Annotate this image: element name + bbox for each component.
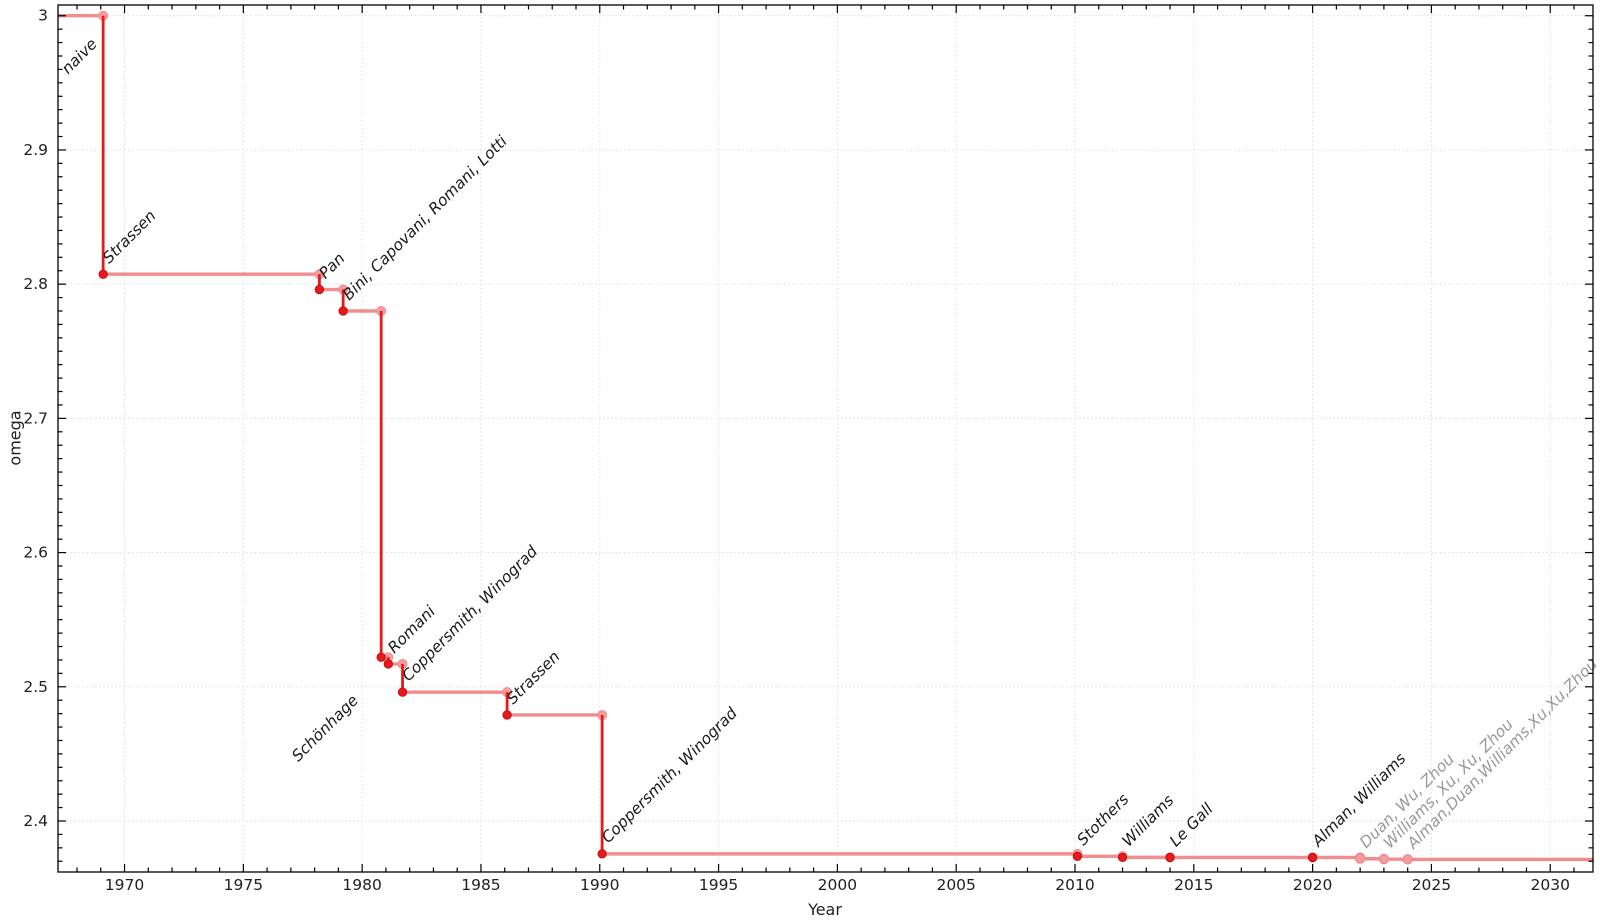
x-tick-label: 2020: [1293, 876, 1332, 894]
x-tick-label: 1975: [224, 876, 263, 894]
x-tick-label: 2005: [936, 876, 975, 894]
x-tick-label: 2025: [1412, 876, 1451, 894]
data-point-marker: [1117, 852, 1128, 863]
data-point-marker: [1072, 851, 1083, 861]
y-tick-label: 2.9: [23, 141, 48, 159]
data-point-marker: [1355, 853, 1366, 864]
x-tick-label: 2000: [818, 876, 857, 894]
x-tick-label: 1980: [342, 876, 381, 894]
annotation-label: Coppersmith, Winograd: [598, 704, 741, 847]
data-point-marker: [376, 652, 386, 662]
y-axis-title: omega: [6, 410, 25, 465]
annotation-label: Bini, Capovani, Romani, Lotti: [339, 132, 511, 304]
x-tick-label: 2010: [1055, 876, 1094, 894]
data-point-marker: [397, 687, 408, 697]
y-tick-label: 2.7: [23, 409, 48, 427]
y-tick-label: 2.4: [23, 812, 48, 830]
data-point-marker: [597, 849, 607, 859]
step-series: [58, 10, 1593, 865]
annotation-label: Strassen: [99, 207, 159, 267]
plot-border: [57, 4, 1594, 873]
data-point-marker: [1378, 854, 1389, 865]
y-tick-label: 2.6: [23, 544, 48, 562]
gridlines: [58, 5, 1593, 872]
axes-and-ticks: 1970 1975 1980 1985 1990 1995 2000 2005 2010 2015…: [23, 4, 1594, 894]
x-axis-title: Year: [807, 900, 842, 919]
x-tick-label: 1990: [580, 876, 619, 894]
data-point-marker: [502, 710, 512, 720]
data-point-marker: [1402, 854, 1413, 865]
x-tick-label: 1970: [105, 876, 144, 894]
annotation-label: Alman,Duan,Williams,Xu,Xu,Zhou: [1403, 655, 1600, 853]
x-tick-label: 1985: [461, 876, 500, 894]
annotation-label: naive: [58, 35, 101, 78]
x-tick-label: 2030: [1531, 876, 1570, 894]
data-point-marker: [98, 269, 108, 279]
data-point-marker: [338, 306, 348, 316]
y-tick-label: 3: [38, 7, 48, 25]
y-tick-label: 2.5: [23, 678, 48, 696]
data-point-marker: [1307, 852, 1318, 863]
x-tick-label: 1995: [699, 876, 738, 894]
annotation-label: Strassen: [503, 647, 563, 707]
data-point-marker: [314, 284, 325, 295]
data-point-marker: [1165, 852, 1175, 863]
annotation-label: Williams, Xu, Xu, Zhou: [1380, 715, 1517, 852]
annotation-label: Schönhage: [288, 691, 362, 765]
y-tick-label: 2.8: [23, 275, 48, 293]
x-tick-label: 2015: [1174, 876, 1213, 894]
data-point-marker: [383, 659, 393, 669]
